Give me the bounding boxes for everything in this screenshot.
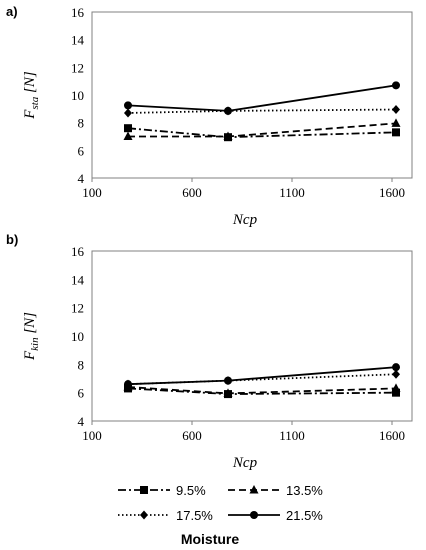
- panel-b-series-line-3: [127, 366, 397, 386]
- panel-a-ytick-label: 12: [71, 60, 84, 75]
- panel-b-xtick-label: 600: [182, 428, 202, 443]
- panel-b-plot: 4 6 8 10 12 14 16 100 600 1100 1600: [71, 244, 413, 443]
- panel-b-xtick-label: 100: [82, 428, 102, 443]
- panel-b-ylabel: Fkin [N]: [22, 312, 41, 361]
- panel-a-series-line-1: [128, 122, 397, 138]
- panel-a-ytick-label: 10: [71, 88, 84, 103]
- panel-b-ylabel-main: F: [22, 350, 38, 361]
- panel-a-ytick-label: 6: [78, 143, 85, 158]
- panel-b-xlabel: Ncp: [232, 455, 258, 471]
- panel-a-xtick-label: 600: [182, 185, 202, 200]
- legend-entries: 9.5% 13.5% 17.5% 21.5%: [118, 483, 323, 523]
- legend-marker-0: [140, 486, 148, 494]
- panel-a-ylabel-main: F: [22, 109, 38, 120]
- panel-a-series-0-point: [124, 124, 132, 133]
- panel-a-label: a): [6, 4, 18, 19]
- panel-b-plot-frame: [91, 250, 413, 422]
- panel-a-series-3-point: [224, 106, 232, 115]
- panel-a-series-3-point: [392, 81, 400, 90]
- panel-a-series-2-point: [124, 108, 132, 118]
- panel-b-label: b): [6, 232, 18, 247]
- panel-b-ytick-label: 16: [71, 244, 85, 259]
- legend-marker-1: [249, 485, 259, 494]
- panel-b-ytick-label: 4: [78, 414, 85, 429]
- panel-b: b) Fkin [N] Ncp 4 6 8 10 12 14 16 100 600 1100 160…: [6, 232, 413, 471]
- panel-b-series-1-point: [223, 388, 233, 397]
- panel-b-series-3-point: [124, 380, 132, 389]
- panel-a-xtick-label: 1600: [379, 185, 405, 200]
- panel-b-series-1-point: [391, 383, 401, 392]
- panel-b-series-3-point: [224, 376, 232, 385]
- panel-a-ytick-label: 4: [78, 171, 85, 186]
- panel-a-series-3-point: [124, 101, 132, 110]
- panel-a-xtick-label: 1100: [279, 185, 305, 200]
- panel-a-plot: 4 6 8 10 12 14 16 100 600 1100 1600: [71, 5, 413, 200]
- panel-b-xtick-label: 1100: [279, 428, 305, 443]
- panel-b-ylabel-sub: kin: [29, 337, 41, 351]
- panel-a-series-line-2: [127, 108, 397, 114]
- panel-b-xtick-label: 1600: [379, 428, 405, 443]
- legend-marker-2: [140, 510, 148, 520]
- panel-a-series-0-point: [392, 128, 400, 137]
- panel-a-xlabel: Ncp: [232, 212, 258, 228]
- panel-b-ytick-label: 12: [71, 301, 84, 316]
- panel-a-series-line-3: [127, 84, 397, 112]
- panel-a-series-line-0: [127, 127, 397, 139]
- panel-a-series-1-point: [123, 131, 133, 140]
- panel-a-ytick-label: 16: [71, 5, 85, 20]
- legend-title: Moisture: [181, 531, 240, 547]
- panel-b-ytick-label: 10: [71, 329, 84, 344]
- panel-b-series-3-point: [392, 363, 400, 372]
- panel-a-ylabel-sub: sta: [29, 96, 41, 109]
- legend-label-3: 21.5%: [286, 508, 323, 523]
- panel-a-series-1-point: [223, 131, 233, 140]
- panel-a-series-1-point: [391, 118, 401, 127]
- panel-a-ylabel-unit: [N]: [22, 71, 38, 97]
- panel-b-ytick-label: 8: [78, 357, 85, 372]
- panel-b-series-2-point: [392, 369, 400, 379]
- panel-a-ytick-label: 8: [78, 116, 85, 131]
- panel-b-series-0-point: [392, 388, 400, 397]
- legend-marker-3: [250, 511, 258, 519]
- legend-label-1: 13.5%: [286, 483, 323, 498]
- legend-label-0: 9.5%: [176, 483, 206, 498]
- panel-a: a) Fsta [N] Ncp 4 6 8 10 12 14 16 100 600 1100 160…: [6, 4, 413, 228]
- panel-a-plot-frame: [91, 11, 413, 179]
- panel-a-ylabel: Fsta [N]: [22, 71, 41, 120]
- legend-label-2: 17.5%: [176, 508, 213, 523]
- panel-b-ylabel-unit: [N]: [22, 312, 38, 338]
- legend: 9.5% 13.5% 17.5% 21.5% Moisture: [118, 483, 323, 547]
- panel-a-xtick-label: 100: [82, 185, 102, 200]
- panel-b-ytick-label: 14: [71, 272, 85, 287]
- panel-a-series-2-point: [392, 105, 400, 115]
- panel-a-ytick-label: 14: [71, 33, 85, 48]
- panel-b-ytick-label: 6: [78, 386, 85, 401]
